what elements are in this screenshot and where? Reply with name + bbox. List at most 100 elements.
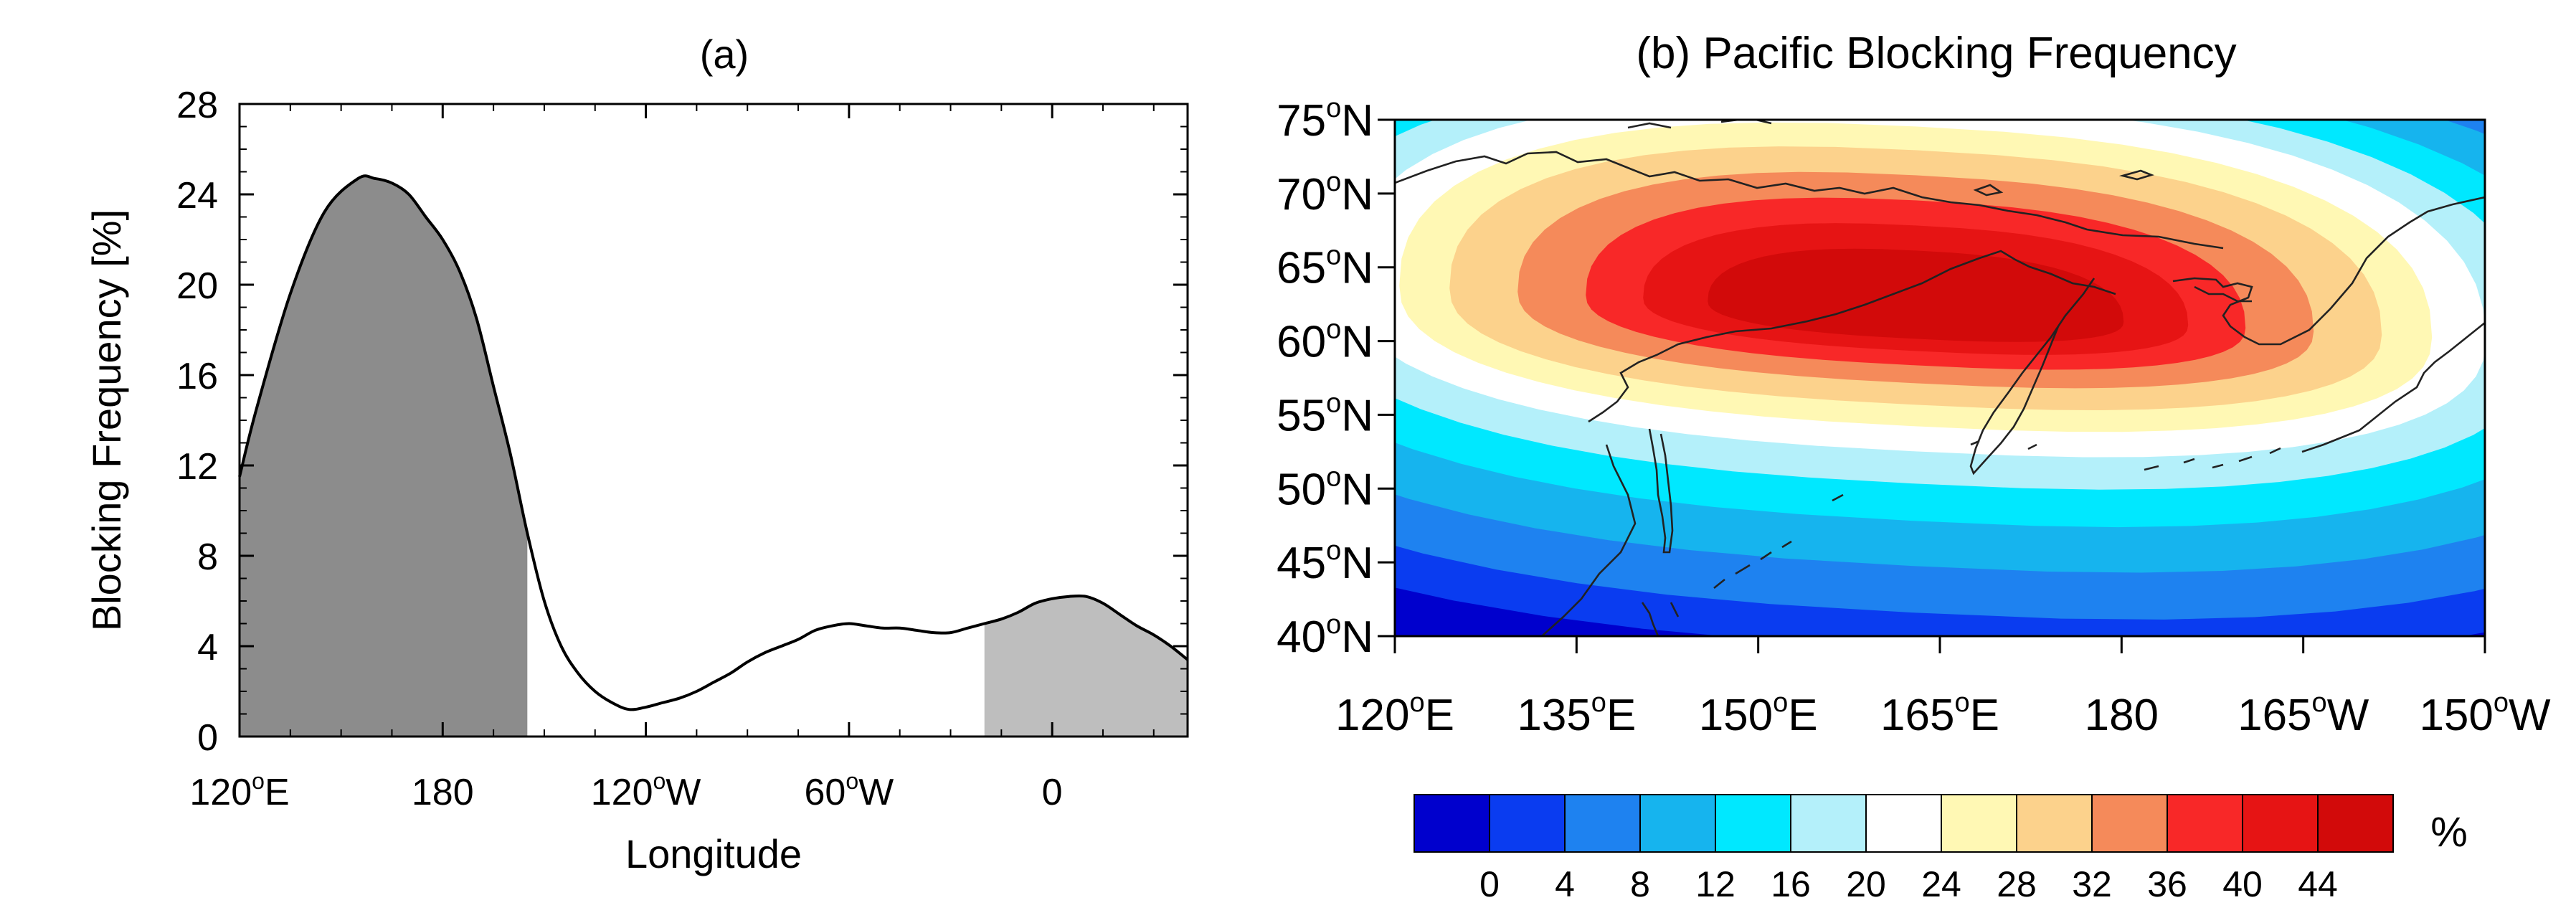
x-axis-ticks: 120oE 180 120oW 60oW 0 bbox=[189, 104, 1155, 813]
degree-symbol: o bbox=[2494, 688, 2509, 718]
hemisphere-suffix: E bbox=[1425, 691, 1454, 740]
degree-symbol: o bbox=[1409, 688, 1424, 718]
hemisphere-suffix: N bbox=[1341, 170, 1373, 219]
y-tick-label: 12 bbox=[176, 446, 218, 488]
x-tick-label: 120oE bbox=[189, 768, 289, 813]
degree-symbol: o bbox=[1326, 610, 1341, 640]
colorbar-label: 36 bbox=[2147, 864, 2187, 904]
contour-level-44 bbox=[1708, 248, 2124, 342]
colorbar-swatch bbox=[1941, 794, 2017, 853]
colorbar-swatch bbox=[2317, 794, 2394, 853]
degree-symbol: o bbox=[1773, 688, 1788, 718]
hemisphere-suffix: E bbox=[265, 772, 290, 813]
colorbar-label: 32 bbox=[2072, 864, 2112, 904]
degree-symbol: o bbox=[2312, 688, 2327, 718]
map-x-tick-label: 180 bbox=[2085, 691, 2159, 740]
colorbar-swatch bbox=[2091, 794, 2168, 853]
coastline-kamchatka bbox=[1969, 278, 2096, 475]
coastline-siberia bbox=[1395, 151, 2224, 250]
colorbar-swatch bbox=[2016, 794, 2093, 853]
colorbar-swatch bbox=[1865, 794, 1942, 853]
frequency-line bbox=[238, 174, 1189, 711]
kuril-islands bbox=[1713, 540, 1792, 590]
coastline-seward bbox=[2194, 285, 2252, 303]
degree-symbol: o bbox=[1591, 688, 1606, 718]
map-y-tick-label: 65oN bbox=[1277, 241, 1373, 293]
colorbar-swatch bbox=[2167, 794, 2243, 853]
map-y-tick-label: 55oN bbox=[1277, 388, 1373, 440]
colorbar-swatch bbox=[1564, 794, 1641, 853]
colorbar-label: 8 bbox=[1630, 864, 1650, 904]
y-tick-label: 8 bbox=[197, 536, 218, 578]
y-axis-label: Blocking Frequency [%] bbox=[84, 209, 129, 631]
hemisphere-suffix: N bbox=[1341, 612, 1373, 662]
shaded-region-atlantic bbox=[984, 595, 1188, 737]
degree-symbol: o bbox=[846, 768, 858, 794]
degree-symbol: o bbox=[653, 768, 666, 794]
y-tick-label: 24 bbox=[176, 175, 218, 217]
coastline-sakhalin bbox=[1648, 428, 1674, 554]
map-y-tick-label: 70oN bbox=[1277, 167, 1373, 219]
y-tick-label: 16 bbox=[176, 356, 218, 397]
y-axis-ticks: 0 4 8 12 16 20 24 28 bbox=[176, 85, 1188, 759]
x-tick-label: 120oW bbox=[591, 768, 701, 813]
map-x-tick-label: 135oE bbox=[1517, 688, 1636, 740]
map-y-tick-label: 60oN bbox=[1277, 315, 1373, 367]
coastlines bbox=[1395, 120, 2485, 636]
degree-symbol: o bbox=[1954, 688, 1969, 718]
hemisphere-suffix: W bbox=[2509, 691, 2551, 740]
contour-fill bbox=[1395, 120, 2485, 636]
map-x-axis-ticks: 120oE 135oE 150oE 165oE 180 165oW 150oW bbox=[1335, 636, 2551, 740]
colorbar-label: 40 bbox=[2222, 864, 2263, 904]
hemisphere-suffix: N bbox=[1341, 539, 1373, 588]
map-x-tick-label: 165oE bbox=[1880, 688, 1999, 740]
map-x-tick-label: 150oE bbox=[1699, 688, 1818, 740]
degree-symbol: o bbox=[252, 768, 265, 794]
hemisphere-suffix: W bbox=[666, 772, 701, 813]
colorbar-swatch bbox=[2242, 794, 2319, 853]
map-x-tick-label: 165oW bbox=[2238, 688, 2369, 740]
x-tick-label: 60oW bbox=[804, 768, 894, 813]
map-y-axis-ticks: 75oN 70oN 65oN 60oN 55oN 50oN 45oN 40oN bbox=[1277, 93, 1395, 662]
y-tick-label: 0 bbox=[197, 717, 218, 759]
coastline-hokkaido bbox=[1641, 602, 1680, 636]
coastline-arctic-islands bbox=[1627, 120, 2154, 197]
degree-symbol: o bbox=[1326, 93, 1341, 123]
hemisphere-suffix: N bbox=[1341, 96, 1373, 146]
y-tick-label: 4 bbox=[197, 627, 218, 668]
colorbar-label: 20 bbox=[1846, 864, 1886, 904]
colorbar-label: 44 bbox=[2298, 864, 2338, 904]
degree-symbol: o bbox=[1326, 167, 1341, 197]
colorbar-swatch bbox=[1414, 794, 1490, 853]
colorbar-unit: % bbox=[2430, 809, 2468, 856]
colorbar-label: 16 bbox=[1771, 864, 1811, 904]
coastline-alaska bbox=[2172, 196, 2485, 346]
map-y-tick-label: 75oN bbox=[1277, 93, 1373, 146]
panel-b: (b) Pacific Blocking Frequency bbox=[1277, 29, 2551, 904]
hemisphere-suffix: N bbox=[1341, 244, 1373, 293]
x-axis-label: Longitude bbox=[625, 831, 802, 876]
hemisphere-suffix: N bbox=[1341, 465, 1373, 514]
degree-symbol: o bbox=[1326, 241, 1341, 271]
colorbar-swatch bbox=[1790, 794, 1867, 853]
degree-symbol: o bbox=[1326, 388, 1341, 418]
hemisphere-suffix: E bbox=[1606, 691, 1636, 740]
x-tick-label: 0 bbox=[1042, 772, 1063, 813]
colorbar-label: 4 bbox=[1555, 864, 1575, 904]
colorbar-label: 28 bbox=[1997, 864, 2037, 904]
y-tick-label: 20 bbox=[176, 265, 218, 307]
colorbar-label: 24 bbox=[1921, 864, 1961, 904]
hemisphere-suffix: W bbox=[858, 772, 894, 813]
colorbar-swatch bbox=[1639, 794, 1716, 853]
coastline-okhotsk bbox=[1588, 250, 2116, 423]
colorbar-swatch bbox=[1715, 794, 1791, 853]
aleutian-islands bbox=[1832, 440, 2281, 502]
panel-b-title: (b) Pacific Blocking Frequency bbox=[1636, 29, 2236, 78]
x-tick-label: 180 bbox=[412, 772, 474, 813]
colorbar: 0 4 8 12 16 20 24 28 32 36 40 44 bbox=[1414, 794, 2394, 904]
hemisphere-suffix: N bbox=[1341, 318, 1373, 367]
panel-a: (a) 0 4 8 12 16 20 24 28 120oE 180 120oW 60oW 0 Lon… bbox=[84, 32, 1189, 876]
degree-symbol: o bbox=[1326, 536, 1341, 566]
hemisphere-suffix: E bbox=[1970, 691, 1999, 740]
